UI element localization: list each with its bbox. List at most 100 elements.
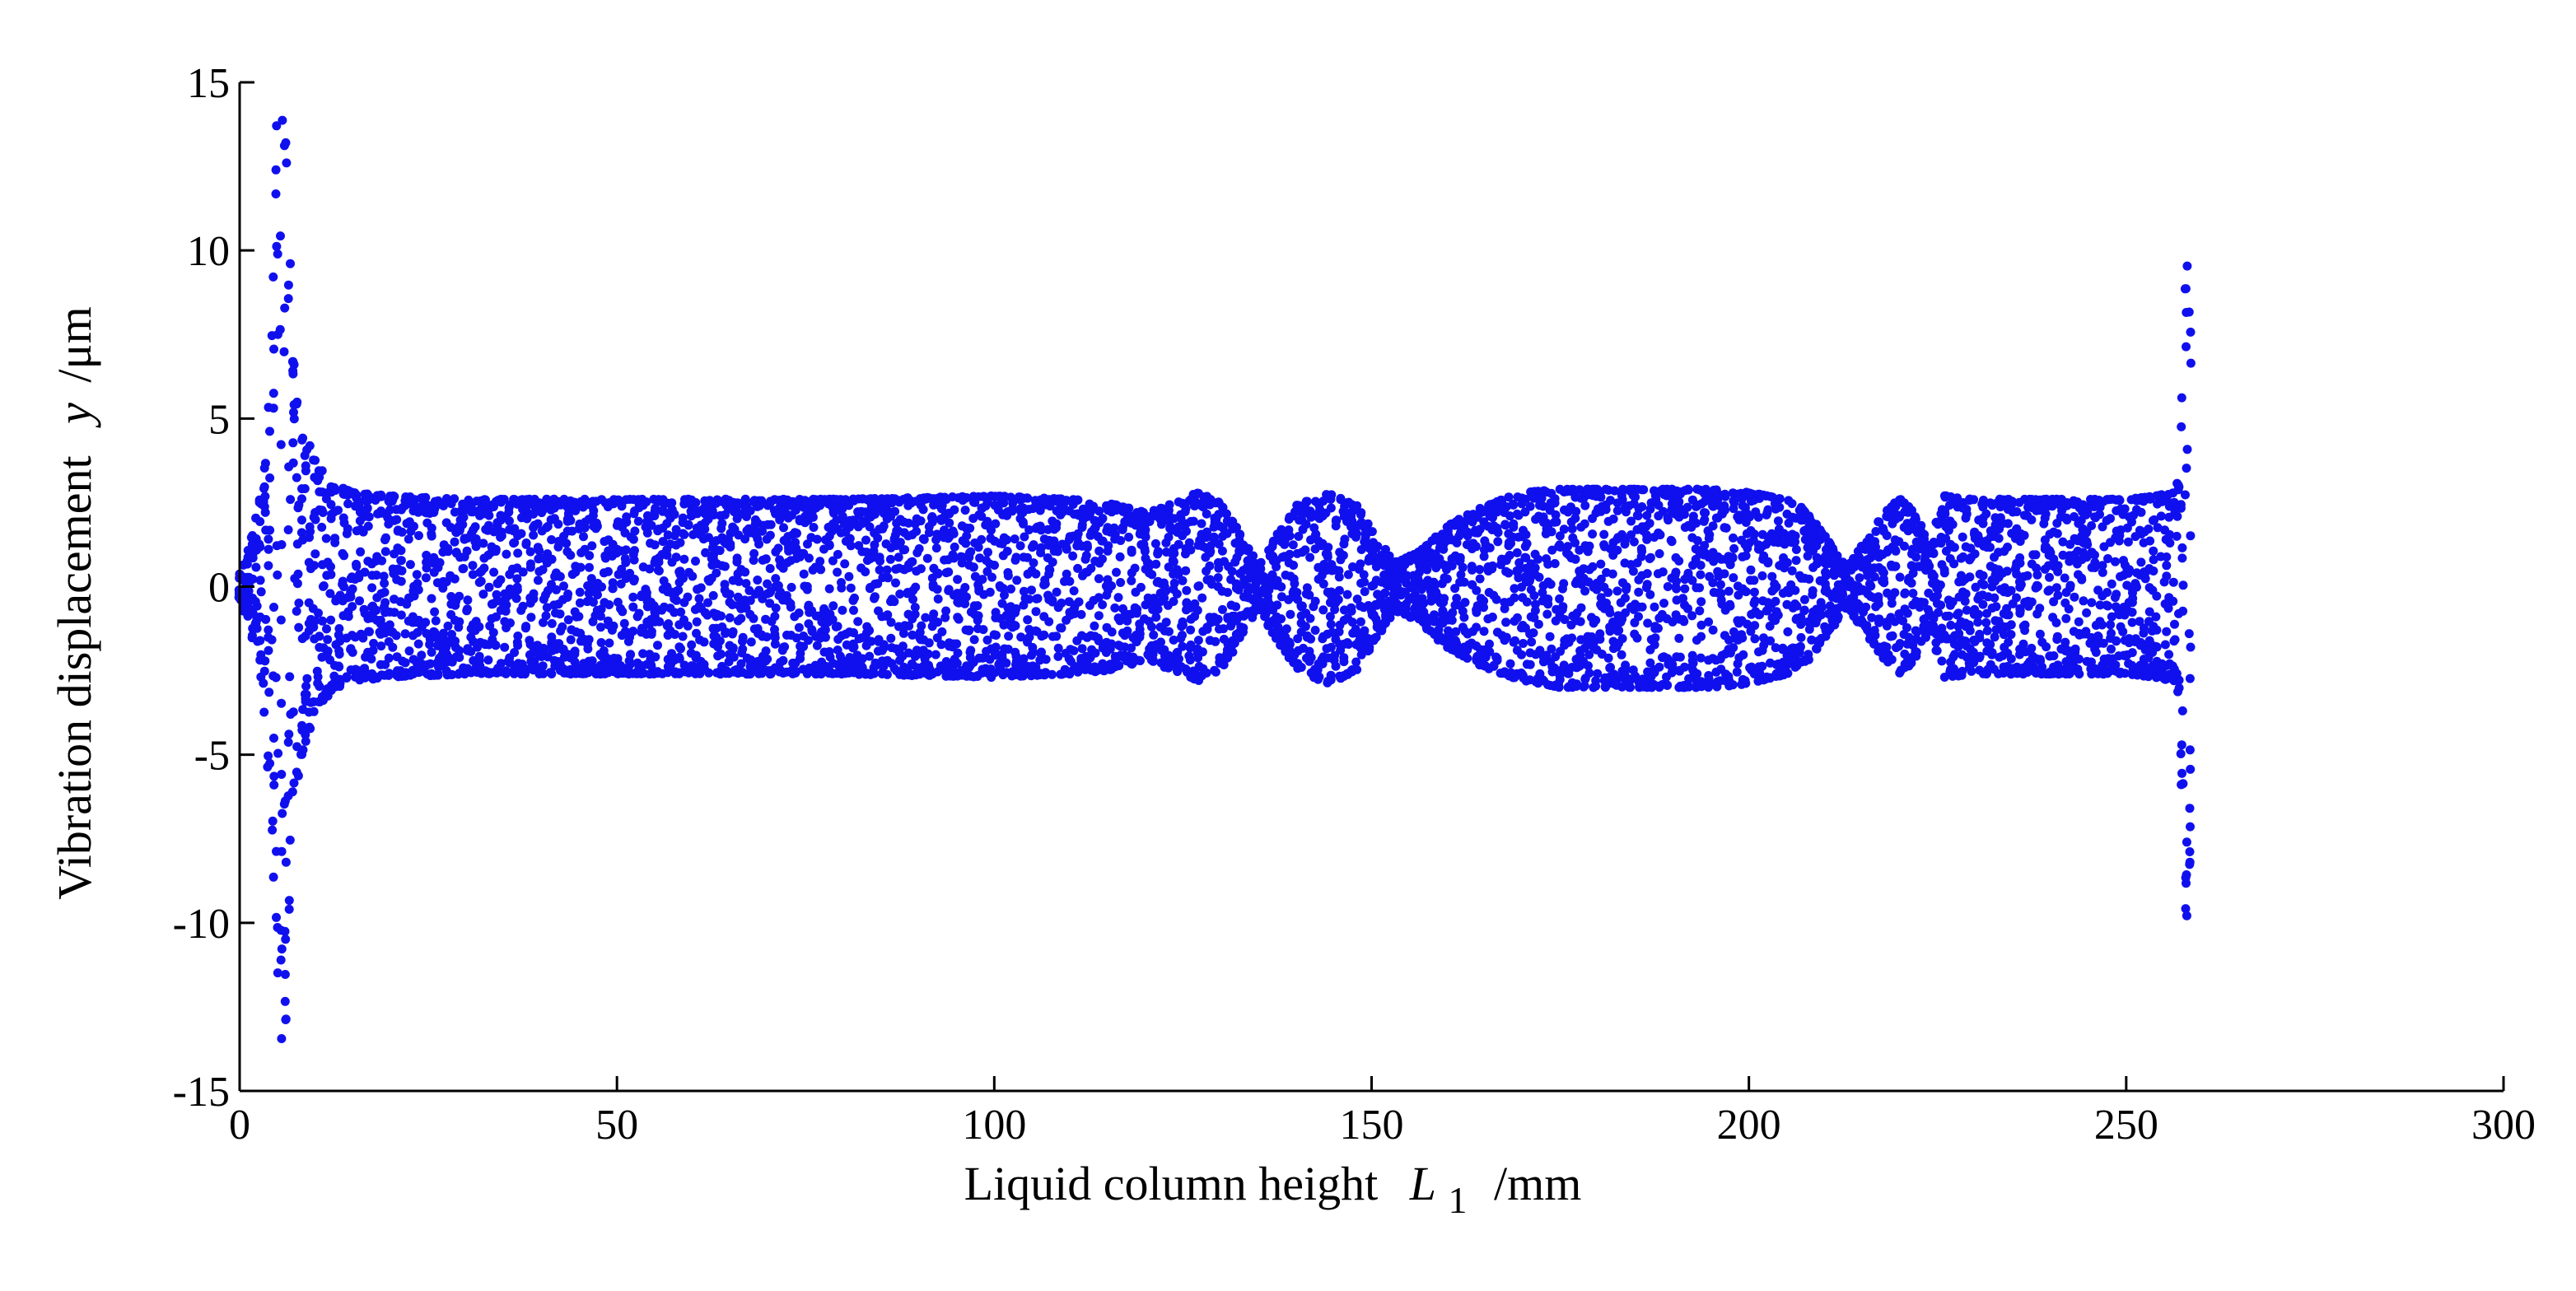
data-point	[1040, 579, 1050, 589]
data-point	[260, 656, 270, 666]
data-point	[1479, 552, 1489, 562]
data-point	[1149, 630, 1159, 640]
data-point	[1654, 623, 1663, 633]
data-point	[278, 809, 287, 818]
data-point	[1696, 570, 1706, 580]
data-point	[960, 506, 970, 515]
data-point	[1504, 492, 1514, 502]
data-point	[734, 576, 744, 586]
data-point	[1634, 612, 1643, 622]
data-point	[626, 650, 636, 659]
data-point	[513, 641, 523, 650]
data-point	[960, 599, 970, 608]
data-point	[1352, 664, 1362, 674]
data-point	[1285, 531, 1295, 541]
data-point	[1485, 647, 1495, 657]
data-point	[450, 600, 460, 610]
data-point	[376, 490, 385, 500]
data-point	[547, 554, 557, 564]
data-point	[450, 537, 460, 547]
data-point	[1094, 574, 1104, 584]
data-point	[294, 599, 304, 608]
data-point	[552, 585, 561, 594]
data-point	[277, 770, 287, 779]
data-point	[791, 668, 800, 678]
data-point	[426, 659, 436, 669]
data-point	[509, 669, 519, 678]
data-point	[621, 545, 631, 555]
data-point	[1326, 619, 1336, 629]
data-point	[1151, 613, 1161, 622]
data-point	[1057, 599, 1066, 608]
data-point	[1650, 602, 1659, 612]
data-point	[690, 498, 700, 507]
data-point	[1181, 566, 1191, 576]
data-point	[427, 647, 436, 657]
data-point	[999, 498, 1009, 508]
data-point	[796, 649, 805, 659]
data-point	[1027, 650, 1036, 660]
data-point	[877, 646, 887, 655]
data-point	[866, 636, 876, 646]
data-point	[628, 602, 638, 612]
data-point	[664, 619, 674, 629]
data-point	[574, 612, 584, 622]
data-point	[326, 562, 335, 571]
data-point	[1082, 540, 1092, 550]
data-point	[563, 615, 573, 625]
data-point	[1654, 662, 1664, 672]
data-point	[675, 538, 685, 548]
data-point	[1708, 521, 1718, 531]
data-point	[812, 534, 822, 544]
data-point	[301, 736, 310, 746]
data-point	[1525, 501, 1535, 511]
data-point	[1053, 651, 1063, 661]
data-point	[1509, 637, 1519, 647]
data-point	[633, 516, 643, 526]
data-point	[264, 561, 273, 571]
data-point	[824, 541, 834, 551]
data-point	[1485, 639, 1494, 649]
data-point	[821, 632, 830, 642]
data-point	[1048, 557, 1057, 567]
data-point	[1628, 566, 1638, 576]
data-point	[1491, 594, 1501, 604]
data-point	[761, 646, 771, 656]
data-point	[924, 528, 934, 538]
data-point	[678, 573, 688, 583]
data-point	[1213, 614, 1223, 624]
data-point	[792, 529, 801, 538]
data-point	[1122, 626, 1132, 636]
data-point	[968, 562, 978, 572]
data-point	[709, 510, 719, 520]
data-point	[271, 165, 281, 175]
data-point	[831, 622, 841, 632]
data-point	[1141, 600, 1150, 610]
data-point	[521, 538, 531, 548]
data-point	[317, 522, 327, 532]
data-point	[952, 659, 962, 669]
data-point	[629, 509, 639, 519]
data-point	[940, 613, 950, 622]
data-point	[264, 646, 273, 655]
data-point	[597, 582, 607, 592]
data-point	[509, 538, 519, 548]
data-point	[1674, 496, 1684, 506]
data-point	[1178, 631, 1187, 640]
data-point	[1356, 650, 1366, 659]
data-point	[1479, 596, 1489, 606]
data-point	[1036, 548, 1046, 557]
data-point	[777, 646, 787, 655]
data-point	[264, 687, 274, 697]
data-point	[1185, 655, 1195, 665]
data-point	[1460, 598, 1470, 608]
data-point	[1612, 627, 1622, 636]
data-point	[273, 249, 282, 259]
data-point	[1028, 642, 1038, 652]
data-point	[803, 539, 812, 549]
data-point	[1533, 619, 1543, 629]
data-point	[596, 638, 606, 647]
data-point	[1634, 587, 1644, 597]
data-point	[998, 584, 1008, 594]
data-point	[302, 673, 312, 683]
